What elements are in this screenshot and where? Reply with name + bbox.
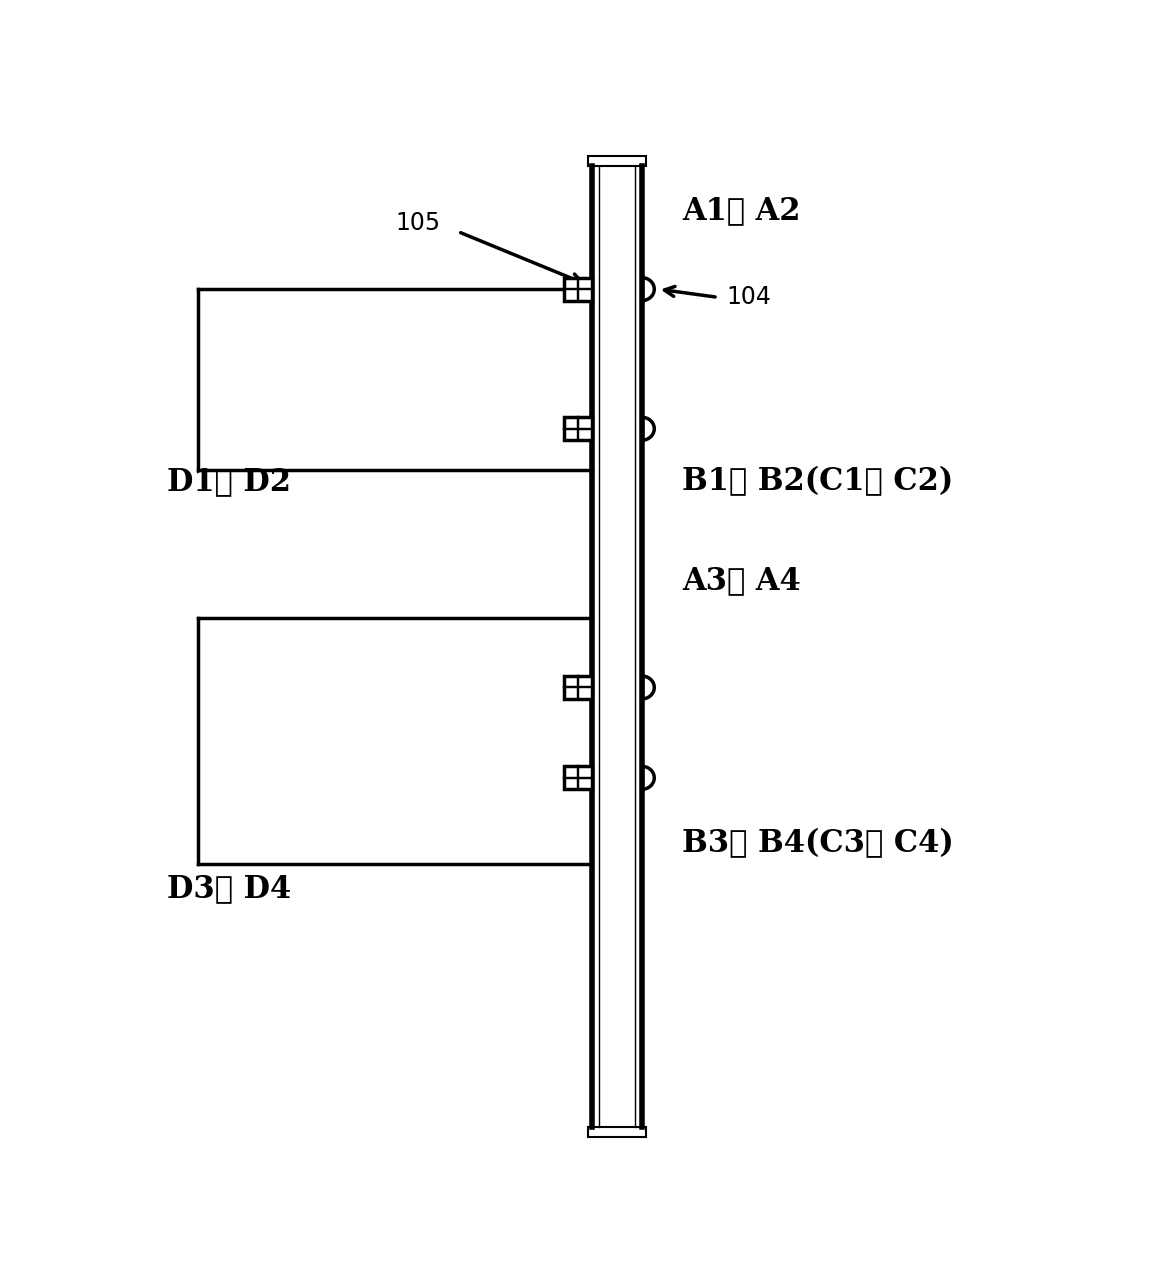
Text: 105: 105 xyxy=(395,211,440,236)
Text: B3、 B4(C3、 C4): B3、 B4(C3、 C4) xyxy=(682,828,954,859)
Text: B1、 B2(C1、 C2): B1、 B2(C1、 C2) xyxy=(682,467,954,498)
Bar xyxy=(564,767,593,790)
Bar xyxy=(588,1126,646,1137)
Text: D3、 D4: D3、 D4 xyxy=(166,873,291,904)
Text: A3、 A4: A3、 A4 xyxy=(682,566,801,596)
Text: 104: 104 xyxy=(727,285,772,310)
Text: D1、 D2: D1、 D2 xyxy=(166,467,291,498)
Bar xyxy=(564,417,593,440)
Bar xyxy=(564,278,593,301)
Bar xyxy=(588,156,646,166)
Text: A1、 A2: A1、 A2 xyxy=(682,196,801,227)
Bar xyxy=(564,676,593,699)
